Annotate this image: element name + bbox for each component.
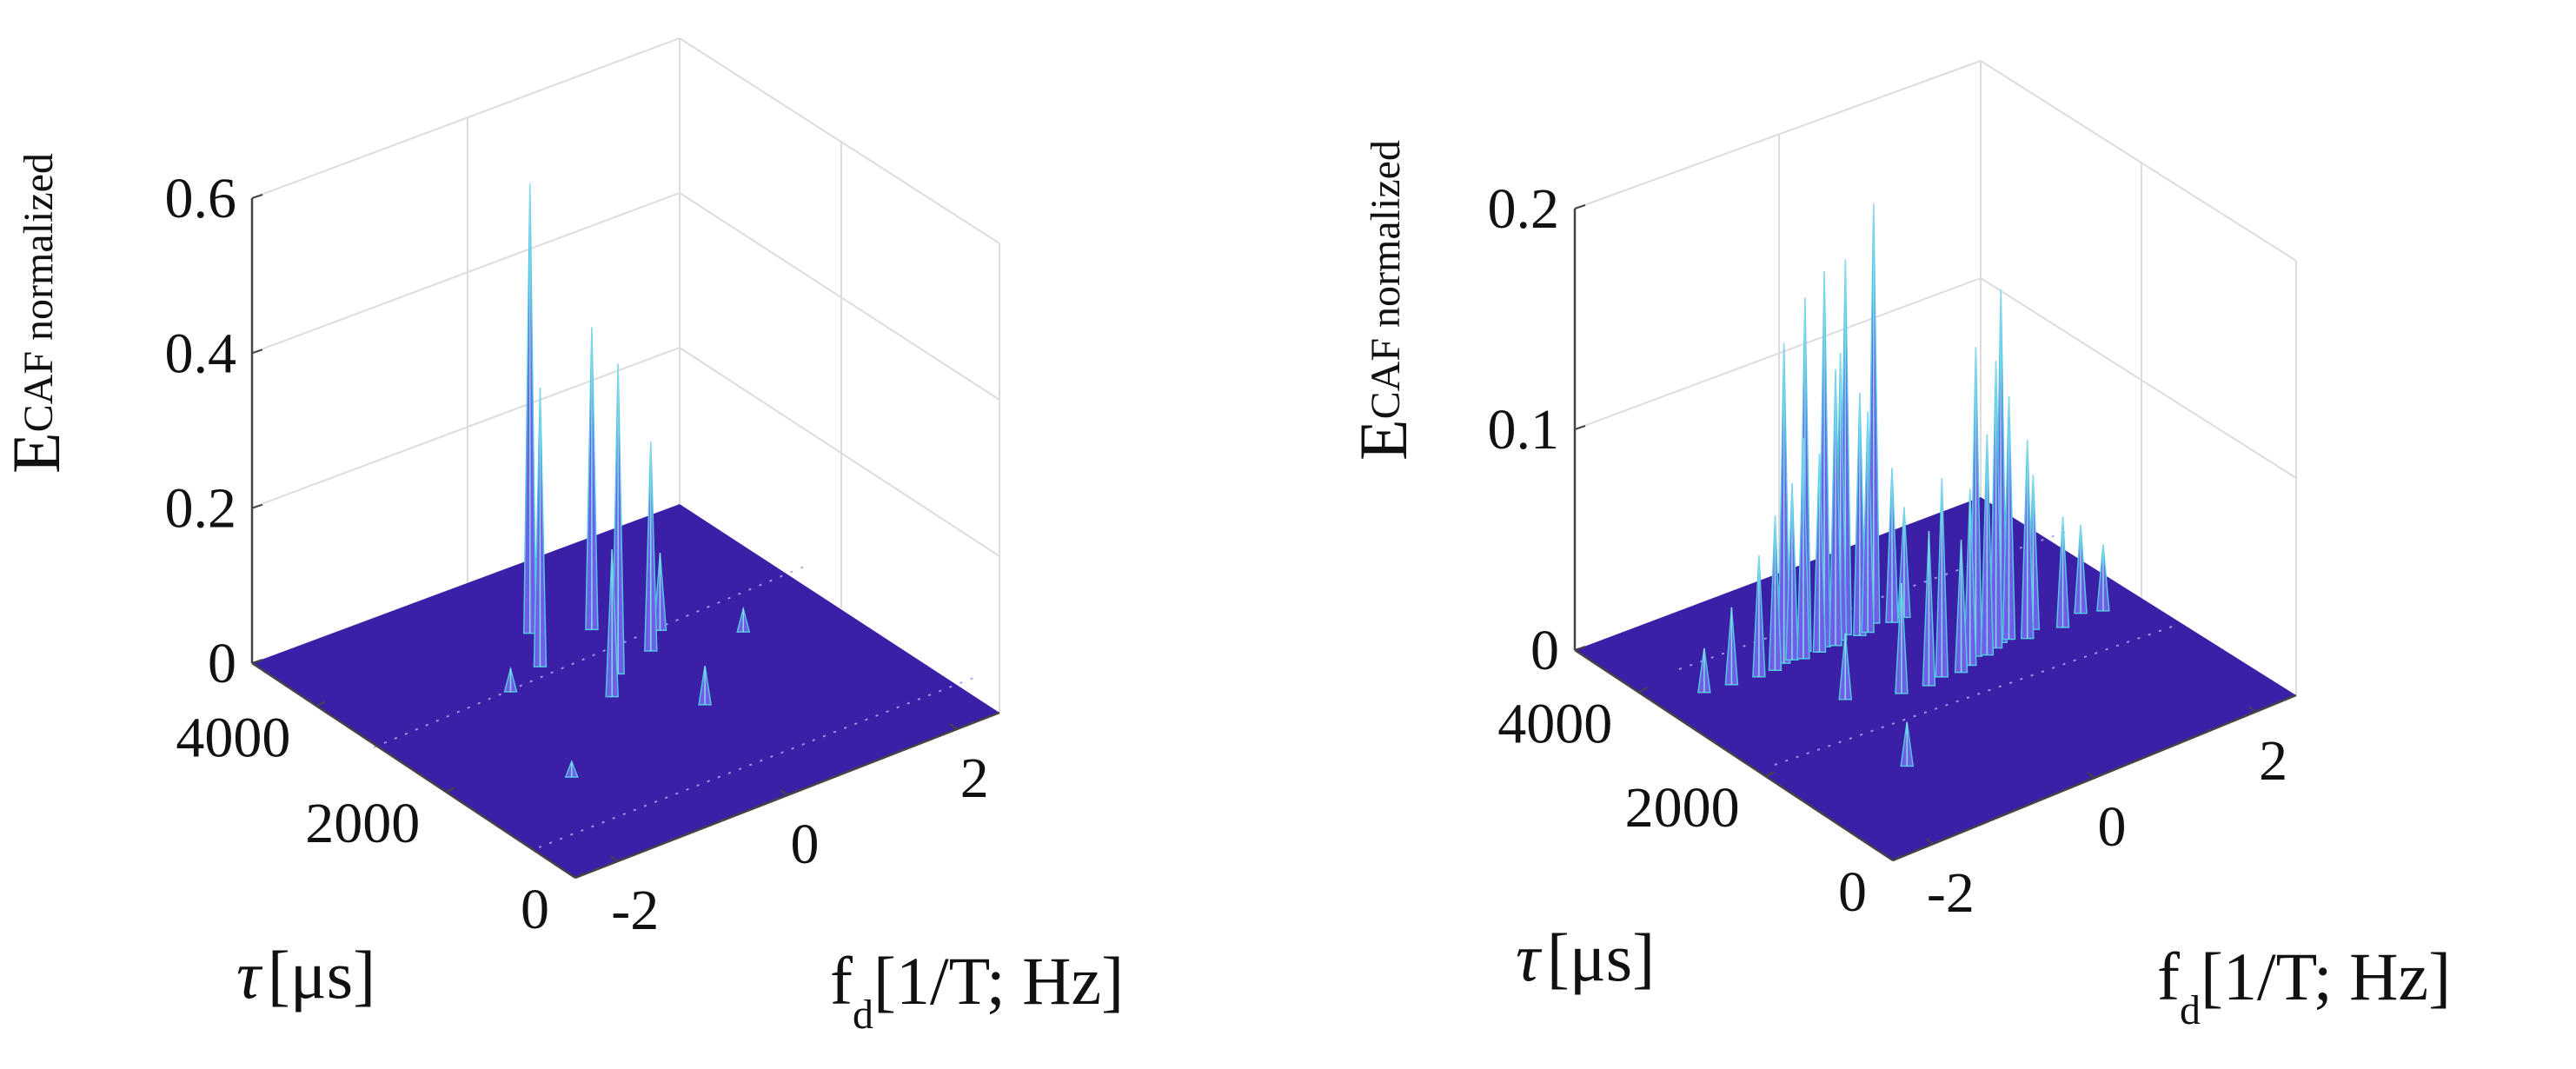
z-tick-mark [251, 503, 263, 509]
x-tick-label: 2 [2259, 729, 2287, 793]
z-tick-label: 0.1 [1488, 398, 1560, 461]
y-tick-mark [315, 700, 326, 707]
y-tick-mark [574, 873, 585, 879]
x-axis-label-left: fd[1/T; Hz] [830, 943, 1124, 1038]
x-tick-mark [610, 855, 619, 862]
z-axis-label-left: ECAF normalized [0, 153, 74, 474]
x-tick-mark [2087, 772, 2095, 779]
floor-ridges-right [1678, 529, 2175, 766]
chart-right: 0 0.1 0.2 0 2000 4000 -2 0 2 ECAF normalized τ [μ… [1288, 0, 2576, 1069]
x-tick-label: 2 [960, 747, 989, 810]
y-tick-mark [1892, 855, 1902, 861]
peaks-left [503, 183, 751, 778]
z-tick-label: 0 [208, 632, 236, 695]
grid-left [251, 37, 1000, 713]
x-tick-mark [1925, 838, 1935, 845]
y-tick-label: 2000 [1625, 776, 1740, 840]
x-tick-label: 0 [791, 813, 820, 876]
z-tick-mark [1574, 425, 1586, 430]
z-tick-label: 0 [1530, 619, 1559, 682]
z-tick-label: 0.2 [165, 477, 237, 541]
z-tick-mark [1574, 204, 1586, 209]
y-tick-label: 4000 [176, 706, 290, 769]
y-tick-mark [1637, 687, 1648, 694]
y-tick-label: 4000 [1497, 692, 1612, 755]
y-tick-mark [445, 787, 455, 793]
z-tick-mark [251, 349, 263, 355]
y-axis-label-right: τ [μs] [1516, 920, 1655, 995]
x-tick-mark [2247, 706, 2257, 713]
surface-floor-right [1575, 497, 2296, 860]
z-tick-label: 0.6 [165, 167, 237, 230]
z-axis-label-right: ECAF normalized [1345, 140, 1421, 461]
z-tick-mark [1574, 646, 1586, 651]
z-tick-mark [251, 194, 263, 199]
z-tick-label: 0.2 [1488, 177, 1560, 241]
y-tick-label: 2000 [305, 792, 420, 855]
y-tick-label: 0 [521, 878, 549, 941]
x-axis-label-right: fd[1/T; Hz] [2157, 939, 2451, 1033]
grid-right [1574, 60, 2297, 695]
y-tick-label: 0 [1838, 860, 1867, 924]
x-tick-label: -2 [1927, 861, 1975, 925]
peaks-right [1697, 203, 2110, 767]
z-tick-mark [251, 659, 263, 664]
y-axis-label-left: τ [μs] [236, 937, 375, 1013]
y-tick-mark [1765, 771, 1776, 778]
x-tick-mark [949, 723, 958, 730]
x-tick-label: -2 [611, 879, 659, 942]
chart-left: 0 0.2 0.4 0.6 0 2000 4000 -2 0 2 ECAF normalized … [0, 37, 1124, 1038]
z-tick-label: 0.4 [165, 322, 237, 385]
x-tick-label: 0 [2098, 795, 2127, 859]
x-tick-mark [780, 789, 788, 796]
